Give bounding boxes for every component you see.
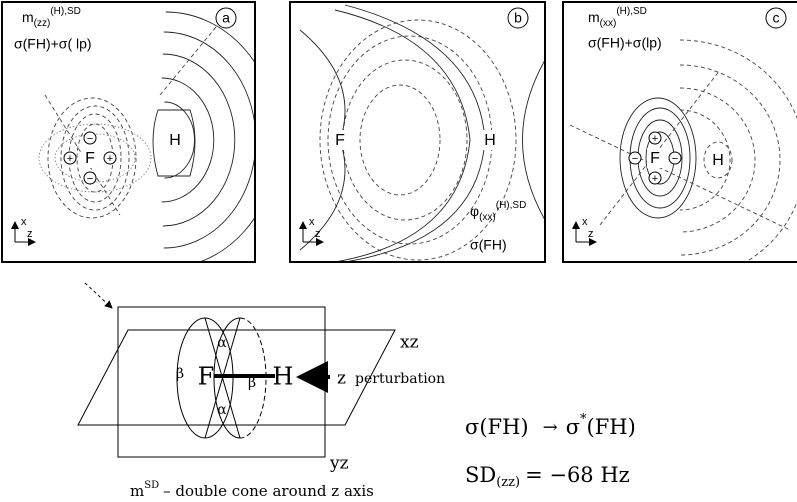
panel-label: b [514, 10, 522, 26]
panel-title: m(zz)(H),SD [22, 6, 81, 29]
eq-rest: (FH) [587, 415, 636, 439]
panel-label: a [222, 10, 230, 26]
equation: σ(FH)→σ*(FH) [465, 412, 636, 439]
eq-from: σ(FH) [465, 415, 529, 439]
title-base: φ [470, 203, 479, 219]
angle-label: α [217, 335, 227, 351]
sign: − [672, 153, 678, 165]
contours [570, 40, 797, 280]
atom-label: H [712, 152, 724, 169]
pointer-arrow [85, 283, 112, 308]
sign: − [87, 173, 93, 185]
panel-label: c [773, 10, 780, 26]
arrow-label: perturbation [355, 371, 445, 387]
sign: + [67, 153, 73, 165]
eq-sub: (zz) [496, 475, 520, 490]
panel: c m(xx)(H),SD σ(FH)+σ(lp) F H − − + + xz [563, 2, 797, 280]
panel-caption: σ(FH) [470, 237, 507, 253]
plane-label: yz [329, 454, 349, 474]
plane-label: xz [400, 333, 419, 353]
contour [523, 60, 546, 220]
atom-label: F [85, 150, 95, 167]
axis-label: z [315, 228, 321, 240]
atom-label: H [169, 132, 181, 149]
contour [343, 60, 467, 220]
angle-label: α [217, 402, 227, 418]
panel-title: m(xx)(H),SD [588, 6, 647, 29]
equation: SD(zz) = −68 Hz [465, 463, 630, 490]
atom-label: F [650, 150, 660, 167]
contour [360, 85, 440, 195]
sign: + [107, 153, 113, 165]
figure: am(zz)(H),SDσ(FH)+σ( lp)FH++−−xzbφ(xx)(H… [0, 0, 797, 502]
title-base: m [22, 9, 34, 25]
atom-label: F [198, 363, 215, 391]
panel-caption: σ(FH)+σ(lp) [588, 35, 662, 51]
panel: a m(zz)(H),SD σ(FH)+σ( lp) F H + + − − xz [2, 2, 278, 268]
sign: − [87, 133, 93, 145]
contour [680, 40, 797, 280]
panel: b φ(xx)(H),SD σ(FH) F Hxz [290, 2, 545, 262]
cone-caption: mSD – double cone around z axis [130, 480, 374, 501]
title-sub: (xx) [479, 212, 496, 223]
sign: − [632, 153, 638, 165]
eq-base: SD [465, 463, 496, 487]
axis-guide [600, 70, 720, 225]
eq-arrow: → [543, 417, 558, 438]
axis-label: x [21, 216, 27, 228]
title-sub: (xx) [600, 18, 617, 29]
angle-label: β [248, 375, 256, 391]
title-sup: (H),SD [50, 6, 81, 17]
caption-text: – double cone around z axis [163, 482, 374, 500]
caption-sup: SD [144, 480, 159, 491]
sign: + [652, 133, 658, 145]
caption-base: m [130, 482, 144, 500]
axis-label: z [337, 369, 346, 389]
panel-caption: σ(FH)+σ( lp) [14, 36, 92, 52]
title-sup: (H),SD [616, 6, 647, 17]
panel-frame [290, 2, 545, 262]
atom-label: F [335, 132, 345, 149]
sign: + [652, 173, 658, 185]
eq-to: σ [566, 415, 580, 439]
title-base: m [588, 9, 600, 25]
panel-title: φ(xx)(H),SD [470, 200, 526, 223]
atom-label: H [273, 363, 294, 391]
title-sup: (H),SD [496, 200, 527, 211]
axis-label: z [588, 228, 594, 240]
axis-label: x [582, 216, 588, 228]
atom-label: H [484, 132, 496, 149]
angle-label: β [176, 366, 184, 382]
axis-label: x [309, 216, 315, 228]
title-sub: (zz) [34, 18, 51, 29]
axis-label: z [27, 228, 33, 240]
eq-rest: = −68 Hz [525, 463, 630, 487]
